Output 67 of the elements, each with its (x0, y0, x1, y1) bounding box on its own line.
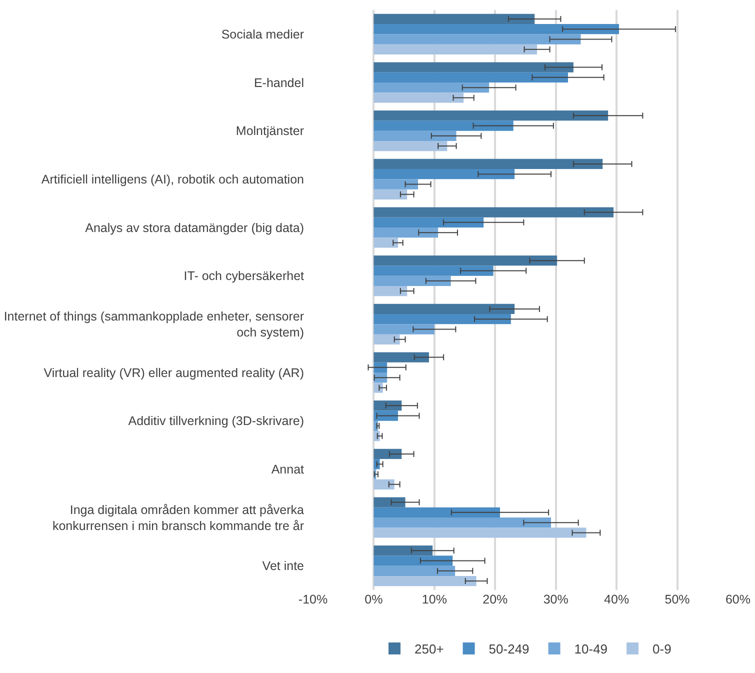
bar (374, 62, 574, 72)
bar (374, 179, 418, 190)
y-tick-label: Molntjänster (236, 124, 304, 138)
bar (374, 304, 515, 314)
bar (374, 352, 429, 362)
bar (374, 448, 402, 460)
bar (374, 314, 511, 324)
x-tick-label: 50% (664, 592, 690, 606)
bar (374, 382, 383, 393)
bar (374, 238, 398, 248)
bar (374, 72, 568, 82)
y-tick-label: E-handel (254, 76, 304, 90)
y-tick-label: Analys av stora datamängder (big data) (85, 220, 304, 235)
bar (374, 34, 581, 44)
y-tick-label: Artificiell intelligens (AI), robotik och automation (41, 172, 304, 187)
bar (374, 189, 408, 200)
legend-label: 10-49 (574, 642, 608, 657)
x-tick-label: 0% (364, 592, 383, 606)
legend-label: 50-249 (488, 642, 530, 657)
bar (374, 286, 408, 296)
bar (374, 169, 515, 180)
bar (374, 82, 490, 93)
bar (374, 276, 451, 286)
y-tick-label: Internet of things (sammankopplade enheter, sensorer och system) (4, 309, 304, 340)
bar (374, 120, 514, 131)
x-tick-label: 30% (543, 592, 568, 606)
bar (374, 479, 394, 490)
bar (374, 497, 406, 508)
bar (374, 400, 402, 411)
bar (374, 14, 535, 24)
bar (374, 130, 456, 141)
legend-label: 250+ (414, 642, 444, 657)
bar (374, 576, 476, 586)
y-tick-label: Additiv tillverkning (3D-skrivare) (128, 414, 304, 428)
bar (374, 44, 538, 54)
legend-label: 0-9 (652, 642, 672, 657)
y-tick-label: Sociala medier (221, 28, 304, 42)
bar (374, 140, 448, 152)
x-tick-label: 60% (725, 592, 751, 606)
bar (374, 334, 400, 344)
bar (374, 228, 438, 238)
bar (374, 546, 433, 556)
bar (374, 158, 603, 170)
y-tick-label: Inga digitala områden kommer att påverka konkurrensen i min bransch kommande tre år (52, 502, 304, 533)
bar (374, 566, 456, 576)
bar (374, 556, 453, 566)
bar (374, 110, 608, 121)
bar (374, 207, 614, 218)
bar (374, 217, 484, 228)
bar (374, 256, 558, 266)
bar (374, 410, 398, 421)
bar (374, 266, 494, 276)
bar (374, 362, 388, 372)
bar (374, 324, 434, 334)
y-tick-label: Vet inte (262, 559, 304, 574)
y-tick-label: Virtual reality (VR) eller augmented reality (AR) (44, 366, 304, 380)
bar (374, 528, 586, 538)
bar (374, 507, 500, 518)
bar (374, 24, 619, 34)
x-tick-label: -10% (298, 592, 328, 606)
x-tick-label: 40% (604, 592, 630, 606)
y-tick-label: IT- och cybersäkerhet (184, 269, 305, 284)
x-tick-label: 20% (482, 592, 508, 606)
x-tick-label: 10% (422, 592, 447, 606)
bar (374, 518, 551, 528)
y-tick-label: Annat (271, 462, 305, 477)
bar (374, 92, 464, 103)
